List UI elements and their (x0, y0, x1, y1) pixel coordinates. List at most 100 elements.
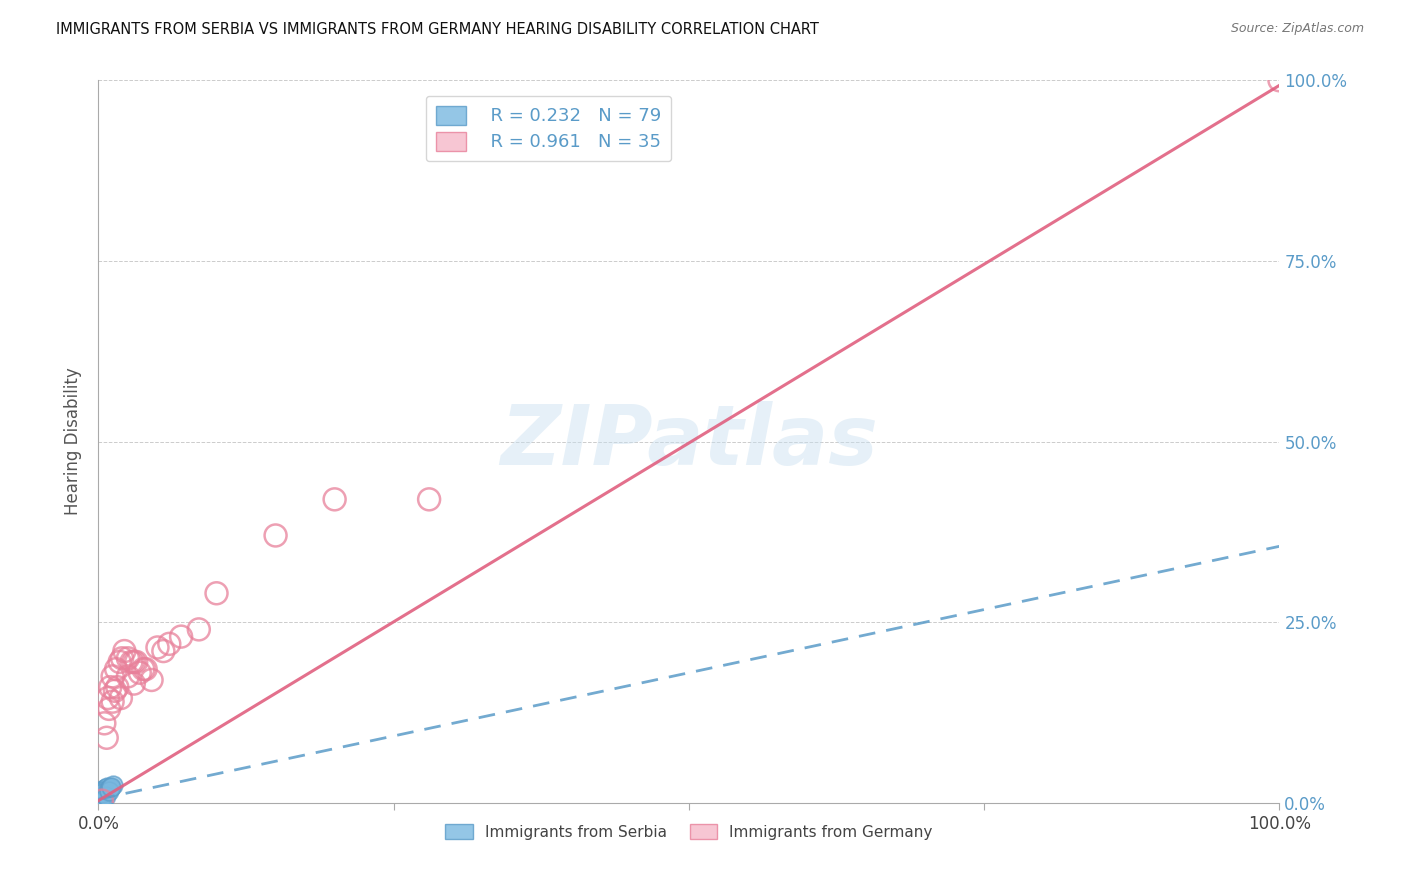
Point (91, 788, 114, 802)
Point (90, 789, 112, 804)
Point (90, 790, 112, 805)
Point (90, 789, 112, 803)
Point (89, 792, 111, 806)
Point (96, 780, 118, 794)
Point (122, 676, 145, 690)
Point (91, 789, 114, 803)
Point (91, 785, 114, 799)
Point (90, 789, 112, 804)
Point (100, 780, 122, 794)
Point (91, 785, 114, 799)
Point (323, 492, 346, 507)
Point (89, 792, 111, 806)
Point (98, 781, 121, 796)
Point (98, 783, 121, 797)
Point (187, 623, 209, 637)
Point (98, 702, 121, 716)
Point (117, 651, 139, 665)
Point (264, 528, 287, 542)
Point (90, 790, 112, 805)
Point (128, 665, 150, 680)
Point (91, 786, 114, 800)
Point (91, 786, 114, 800)
Point (89, 793, 111, 807)
Point (205, 586, 228, 600)
Point (89, 790, 111, 805)
Point (101, 695, 124, 709)
Point (157, 637, 180, 651)
Point (104, 683, 127, 698)
Point (89, 794, 111, 808)
Point (91, 787, 114, 801)
Point (101, 778, 124, 792)
Point (90, 793, 112, 807)
Point (418, 492, 440, 507)
Point (91, 789, 114, 803)
Point (91, 789, 114, 803)
Point (91, 784, 114, 798)
Point (125, 655, 148, 669)
Point (110, 691, 132, 706)
Point (89, 792, 111, 806)
Legend: Immigrants from Serbia, Immigrants from Germany: Immigrants from Serbia, Immigrants from … (439, 818, 939, 846)
Point (108, 655, 131, 669)
Point (105, 662, 128, 676)
Point (91, 786, 114, 800)
Point (152, 644, 174, 658)
Point (91, 786, 114, 800)
Point (141, 673, 163, 687)
Point (90, 790, 112, 805)
Point (89, 793, 111, 807)
Point (111, 651, 134, 665)
Point (105, 680, 128, 694)
Point (90, 789, 112, 804)
Point (90, 788, 112, 802)
Point (94, 789, 117, 803)
Point (93, 785, 115, 799)
Point (96, 731, 118, 745)
Point (90, 789, 112, 804)
Point (91, 786, 114, 800)
Point (122, 655, 145, 669)
Point (91, 794, 114, 808)
Text: IMMIGRANTS FROM SERBIA VS IMMIGRANTS FROM GERMANY HEARING DISABILITY CORRELATION: IMMIGRANTS FROM SERBIA VS IMMIGRANTS FRO… (56, 22, 820, 37)
Point (90, 784, 112, 798)
Point (91, 786, 114, 800)
Point (93, 782, 115, 797)
Point (97, 782, 120, 797)
Point (112, 644, 135, 658)
Point (91, 787, 114, 801)
Point (89, 792, 111, 806)
Point (90, 788, 112, 802)
Point (90, 790, 112, 805)
Point (90, 792, 112, 806)
Point (101, 669, 124, 683)
Point (90, 786, 112, 800)
Point (89, 791, 111, 805)
Point (90, 790, 112, 805)
Point (90, 791, 112, 805)
Text: Source: ZipAtlas.com: Source: ZipAtlas.com (1230, 22, 1364, 36)
Point (89, 793, 111, 807)
Point (1268, 73, 1291, 87)
Point (91, 789, 114, 803)
Point (91, 787, 114, 801)
Point (135, 662, 157, 676)
Point (91, 787, 114, 801)
Point (90, 790, 112, 805)
Point (91, 794, 114, 808)
Point (90, 788, 112, 802)
Point (121, 655, 143, 669)
Point (93, 782, 115, 797)
Point (89, 794, 111, 808)
Point (91, 794, 114, 808)
Point (89, 792, 111, 806)
Point (90, 789, 112, 804)
Point (91, 789, 114, 803)
Point (89, 792, 111, 806)
Text: ZIPatlas: ZIPatlas (501, 401, 877, 482)
Point (132, 662, 155, 676)
Point (89, 793, 111, 807)
Point (89, 793, 111, 807)
Point (89, 789, 111, 804)
